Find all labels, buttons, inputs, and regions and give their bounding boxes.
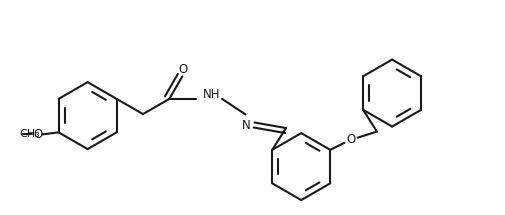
Text: N: N — [242, 119, 250, 132]
Text: O: O — [34, 128, 43, 141]
Text: CH₃: CH₃ — [19, 129, 40, 139]
Text: O: O — [345, 133, 355, 146]
Text: NH: NH — [203, 88, 220, 101]
Text: O: O — [178, 63, 187, 76]
